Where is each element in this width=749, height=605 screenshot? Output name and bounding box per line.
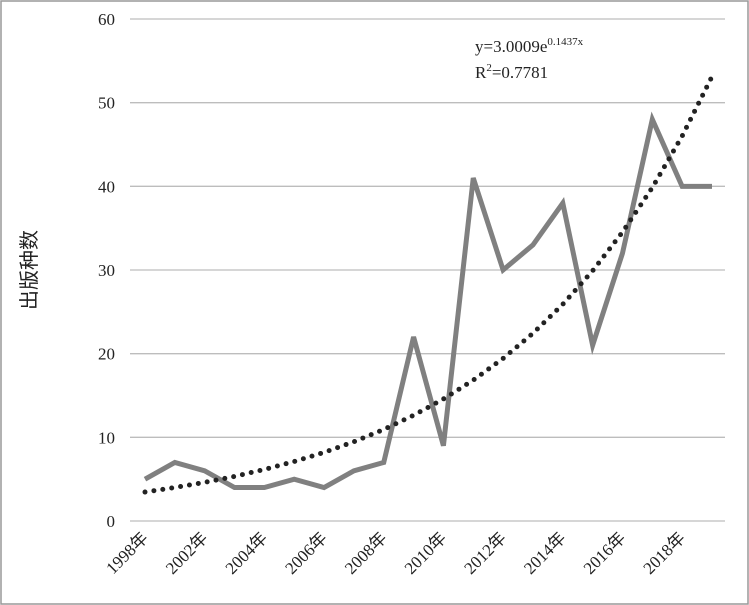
y-tick-label: 30 [98,261,115,280]
trendline [142,74,715,495]
r-squared-value: =0.7781 [492,63,548,82]
y-tick-label: 0 [107,512,116,531]
r-squared: R2=0.7781 [475,62,548,82]
y-tick-label: 40 [98,177,115,196]
y-axis-label: 出版种数 [17,230,41,310]
equation-exponent: 0.1437x [547,36,583,48]
y-tick-label: 60 [98,10,115,29]
y-tick-label: 20 [98,345,115,364]
equation: y=3.0009e0.1437x [475,36,584,56]
r-squared-base: R [475,63,487,82]
r-squared-exponent: 2 [486,62,492,74]
y-tick-label: 50 [98,94,115,113]
equation-base: y=3.0009e [475,37,547,56]
y-tick-label: 10 [98,428,115,447]
series-line [143,111,712,491]
